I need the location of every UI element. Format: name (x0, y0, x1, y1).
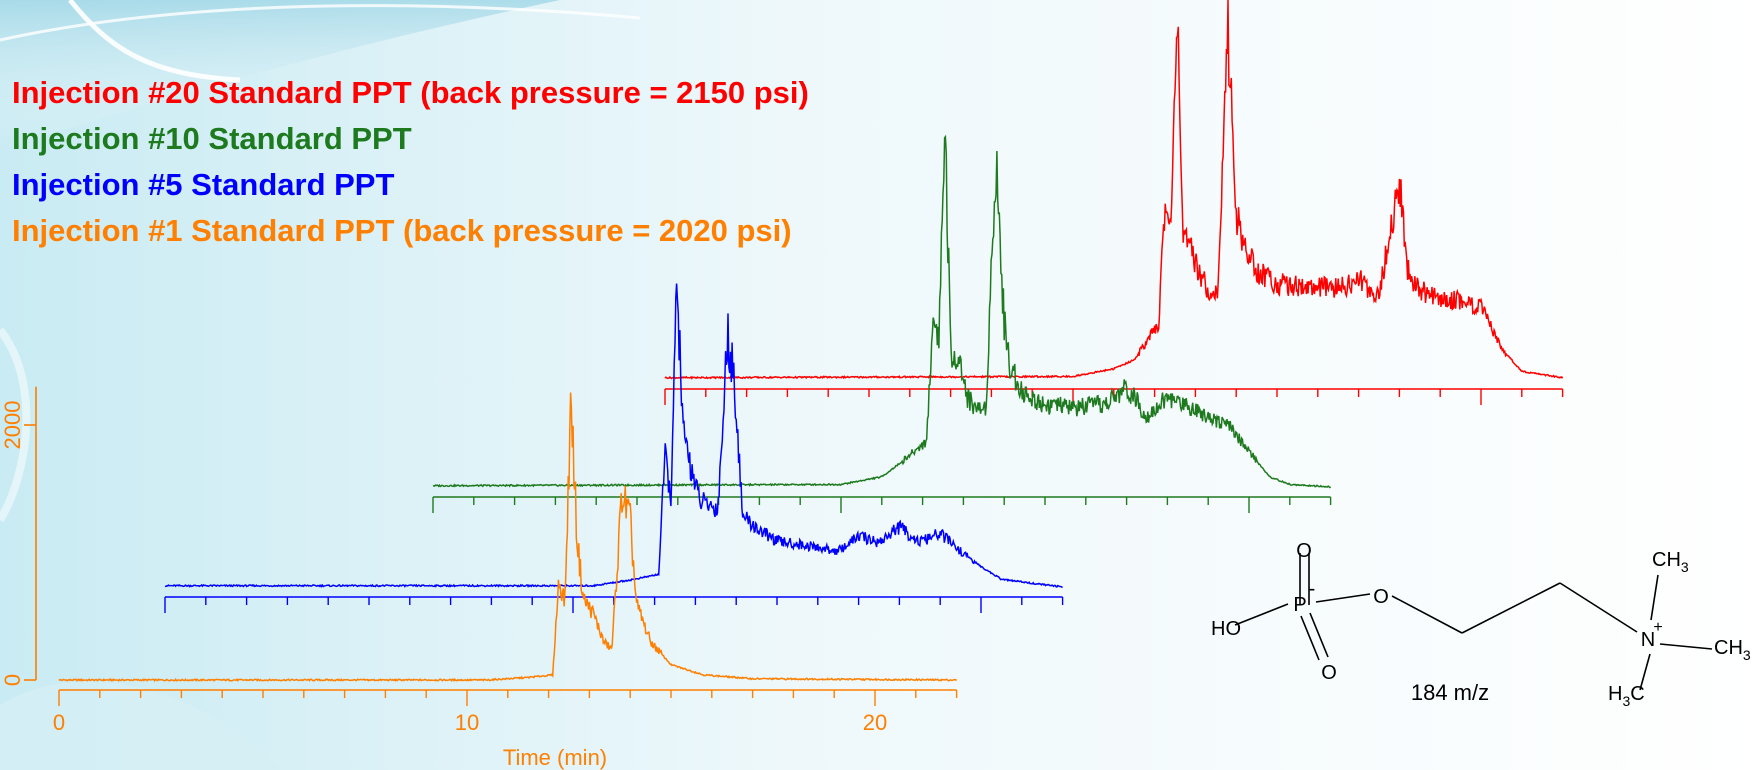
atom-nitrogen: N (1641, 629, 1655, 651)
structure-bonds (1234, 553, 1713, 691)
y-tick-label: 0 (0, 674, 25, 686)
mass-label: 184 m/z (1411, 680, 1489, 705)
trace-group-3 (432, 134, 1332, 513)
trace-4 (664, 0, 1564, 380)
x-tick-label: 0 (53, 710, 65, 735)
trace-1 (58, 392, 958, 683)
x-axis-title: Time (min) (503, 745, 607, 770)
atom-oxygen-bottom: O (1321, 662, 1337, 684)
legend-injection-20: Injection #20 Standard PPT (back pressur… (12, 75, 809, 110)
methyl-top-ch: CH (1652, 549, 1681, 571)
methyl-right-ch: CH (1714, 637, 1743, 659)
trace-3 (432, 134, 1332, 489)
trace-group-2 (164, 283, 1064, 613)
legend-injection-1: Injection #1 Standard PPT (back pressure… (12, 213, 792, 248)
atom-oxygen-ester: O (1373, 586, 1389, 608)
atom-phosphorus: P (1293, 594, 1306, 616)
methyl-bottom-c: C (1630, 683, 1644, 705)
methyl-bottom: H3C (1608, 683, 1645, 709)
trace-group-4 (664, 0, 1564, 405)
methyl-bottom-h: H (1608, 683, 1622, 705)
phosphocholine-structure: O P - O O HO N + CH3 CH3 H3C 184 m/z (1211, 540, 1751, 709)
legend-injection-5: Injection #5 Standard PPT (12, 167, 395, 202)
methyl-top-subscript: 3 (1681, 559, 1689, 575)
legend: Injection #20 Standard PPT (back pressur… (12, 70, 809, 254)
atom-oxygen-top: O (1296, 540, 1312, 562)
x-tick-label: 20 (863, 710, 887, 735)
trace-2 (165, 283, 1063, 589)
charge-minus: - (1309, 578, 1316, 600)
methyl-bottom-subscript: 3 (1622, 693, 1630, 709)
x-tick-label: 10 (455, 710, 479, 735)
methyl-right-subscript: 3 (1743, 647, 1751, 663)
y-tick-label: 2000 (0, 401, 25, 450)
methyl-right: CH3 (1714, 637, 1751, 663)
chromatogram-traces (58, 0, 1564, 683)
legend-injection-10: Injection #10 Standard PPT (12, 121, 412, 156)
methyl-top: CH3 (1652, 549, 1689, 575)
charge-plus: + (1653, 619, 1662, 636)
hydroxyl-group: HO (1211, 618, 1241, 640)
trace-group-1 (58, 392, 958, 683)
main-axes: 0 2000 0 10 20 Time (min) (0, 386, 958, 770)
